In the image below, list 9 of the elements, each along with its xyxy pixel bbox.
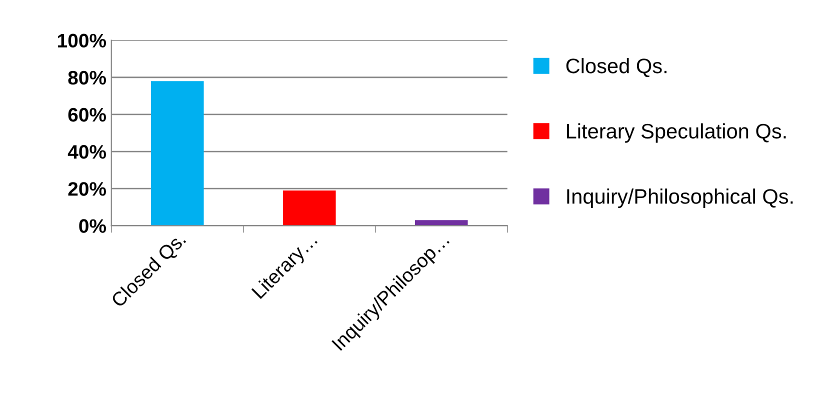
y-tick-label: 100% — [58, 34, 106, 48]
y-tick-label: 60% — [68, 108, 106, 122]
legend-label: Literary Speculation Qs. — [567, 123, 786, 143]
legend-label: Inquiry/Philosophical Qs. — [567, 188, 793, 208]
y-tick-label: 40% — [68, 144, 106, 159]
y-tick-label: 20% — [68, 182, 106, 196]
y-tick-label: 80% — [68, 70, 106, 85]
y-tick-label: 0% — [79, 219, 106, 233]
legend-label: Closed Qs. — [566, 58, 666, 78]
